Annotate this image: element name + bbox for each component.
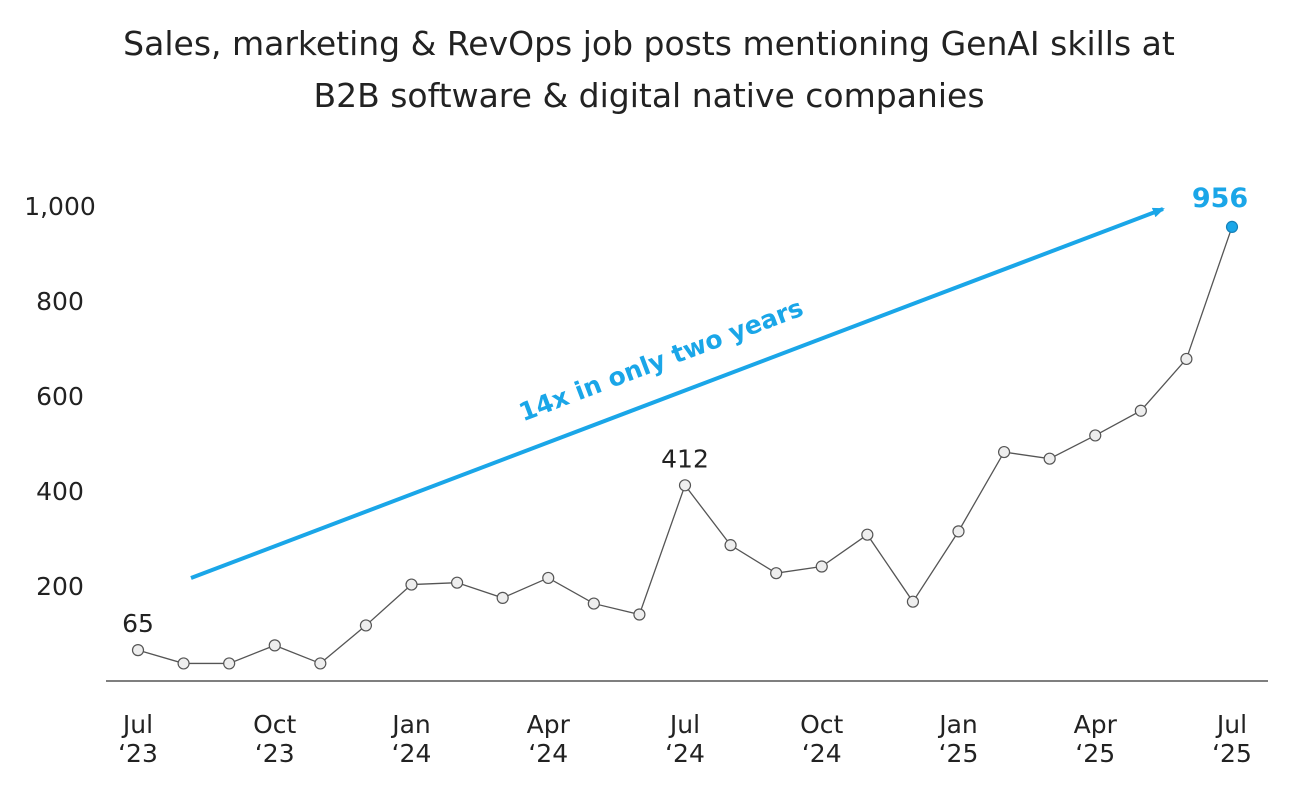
y-tick-label: 200 [36, 572, 84, 601]
data-point [952, 525, 965, 538]
data-point [268, 639, 281, 652]
data-label: 956 [1192, 183, 1248, 214]
data-point [1225, 220, 1239, 233]
x-tick-label: Oct ‘23 [253, 710, 296, 768]
x-tick-label: Jan ‘25 [937, 710, 978, 768]
y-tick-label: 1,000 [24, 192, 96, 221]
y-tick-label: 400 [36, 477, 84, 506]
data-point [359, 619, 373, 632]
data-point [815, 560, 828, 573]
data-point [177, 657, 190, 670]
data-point [861, 528, 874, 541]
x-tick-label: Apr ‘25 [1074, 710, 1118, 768]
x-tick-label: Jul ‘25 [1212, 710, 1252, 768]
y-tick-label: 800 [36, 287, 84, 316]
data-point [1089, 429, 1102, 442]
data-point [314, 657, 327, 670]
x-axis: Jul ‘23 Oct ‘23 Jan ‘24 Apr ‘24 Jul ‘24 Oct ‘24 Jan ‘… [106, 680, 1268, 768]
data-point [633, 608, 646, 621]
data-point [450, 576, 464, 589]
data-point [587, 597, 600, 610]
series-line [131, 220, 1239, 670]
data-point [1180, 352, 1193, 366]
data-label: 412 [661, 444, 709, 473]
chart-title-line-1: Sales, marketing & RevOps job posts ment… [123, 24, 1175, 63]
x-tick-label: Oct ‘24 [800, 710, 843, 768]
data-point [997, 445, 1011, 459]
chart-title-line-2: B2B software & digital native companies [313, 76, 985, 115]
trend-annotation: 14x in only two years [190, 207, 1165, 580]
y-axis: 200 400 600 800 1,000 [24, 192, 96, 601]
data-point [496, 591, 509, 604]
data-point [1134, 404, 1147, 417]
data-point [223, 657, 236, 670]
data-point [131, 644, 145, 657]
data-point [906, 595, 920, 608]
trend-arrow [190, 207, 1165, 580]
x-tick-label: Jul ‘24 [665, 710, 705, 768]
data-point [405, 578, 418, 591]
data-labels: 65 412 956 [122, 183, 1248, 638]
data-point [1043, 452, 1056, 465]
x-tick-label: Jan ‘24 [390, 710, 431, 768]
y-tick-label: 600 [36, 382, 84, 411]
chart-title: Sales, marketing & RevOps job posts ment… [0, 18, 1298, 122]
data-point [678, 479, 692, 492]
data-label: 65 [122, 609, 154, 638]
data-point [770, 567, 783, 580]
data-point [724, 539, 737, 552]
data-point [542, 571, 555, 585]
x-tick-label: Jul ‘23 [118, 710, 158, 768]
x-tick-label: Apr ‘24 [527, 710, 571, 768]
